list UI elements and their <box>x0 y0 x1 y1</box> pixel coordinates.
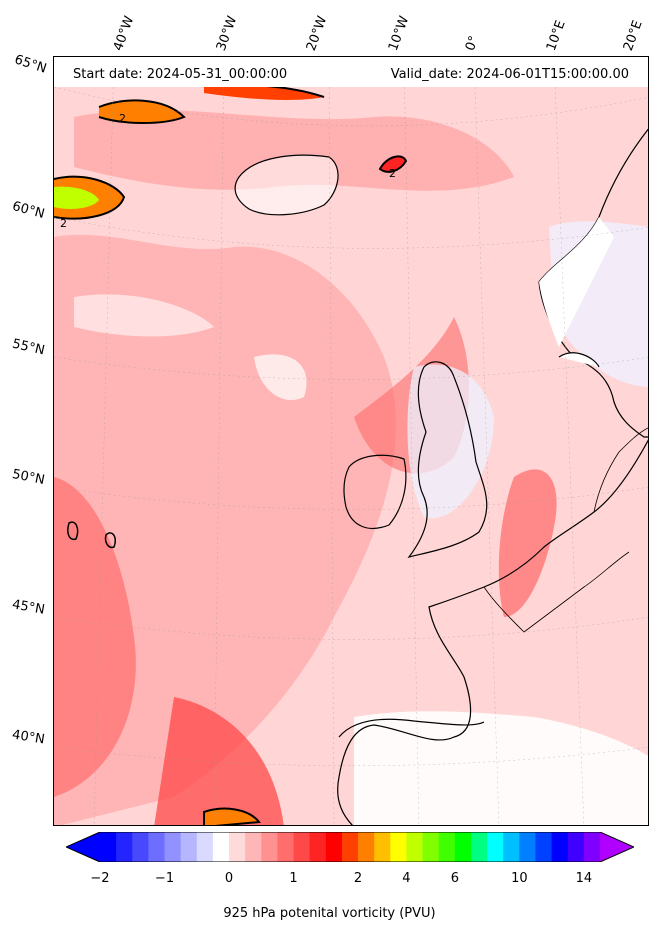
denmark-border <box>593 427 648 513</box>
colorbar-segment <box>487 832 504 862</box>
colorbar-segment <box>277 832 295 862</box>
low-pv-patch <box>254 354 307 401</box>
colorbar-segment <box>470 832 488 862</box>
colorbar-segment <box>567 832 585 862</box>
colorbar-segment <box>422 832 440 862</box>
colorbar-segment <box>229 832 246 862</box>
country-borders <box>483 551 630 633</box>
colorbar-segment <box>374 832 391 862</box>
lon-label: 10°E <box>543 18 569 53</box>
colorbar-segment <box>438 832 456 862</box>
start-date-label: Start date: 2024-05-31_00:00:00 <box>73 67 288 82</box>
colorbar-segments <box>100 832 601 862</box>
contour-south <box>203 807 261 825</box>
contour-small-2 <box>67 521 79 541</box>
colorbar-title: 925 hPa potenital vorticity (PVU) <box>223 906 436 921</box>
lon-label: 20°E <box>620 18 646 53</box>
colorbar <box>66 832 634 862</box>
lon-label: 10°W <box>385 14 413 53</box>
contour-label: 2 <box>119 112 126 125</box>
date-header: Start date: 2024-05-31_00:00:00 Valid_da… <box>54 57 648 87</box>
ireland-coastline <box>343 454 407 529</box>
colorbar-segment <box>196 832 214 862</box>
colorbar-segment <box>406 832 424 862</box>
contour-label: 2 <box>60 217 67 230</box>
contour-iceland-east <box>378 155 408 173</box>
pv-field-map: 2 2 2 <box>54 57 648 825</box>
colorbar-tick-label: 1 <box>289 871 298 886</box>
graticule <box>54 57 648 825</box>
colorbar-segment <box>100 832 117 862</box>
colorbar-segment <box>390 832 407 862</box>
colorbar-left-extend <box>66 832 100 862</box>
pv-region-southwest <box>54 477 136 797</box>
colorbar-segment <box>341 832 359 862</box>
lat-label: 45°N <box>10 597 46 618</box>
iceland-coastline <box>234 154 339 216</box>
colorbar-tick-label: −1 <box>154 871 175 886</box>
lat-label: 40°N <box>11 727 46 748</box>
valid-date-label: Valid_date: 2024-06-01T15:00:00.00 <box>390 67 629 82</box>
contour-label: 2 <box>389 167 396 180</box>
colorbar-segment <box>309 832 327 862</box>
contour-west <box>54 175 126 220</box>
iberia-north-coast <box>338 718 485 738</box>
colorbar-tick-label: −2 <box>90 871 110 886</box>
lon-label: 20°W <box>303 14 331 53</box>
colorbar-segment <box>245 832 262 862</box>
pv-max-north <box>99 100 184 123</box>
pv-region-north <box>74 109 514 191</box>
colorbar-tick-label: 10 <box>511 871 528 886</box>
lat-label: 65°N <box>12 52 49 77</box>
lon-label: 40°W <box>110 14 138 53</box>
colorbar-segment <box>164 832 182 862</box>
map-panel: 2 2 2 Start date: 2024-05-31_00:00:00 Va… <box>53 56 649 826</box>
colorbar-segment <box>551 832 569 862</box>
colorbar-tick-label: 4 <box>402 871 411 886</box>
pv-region-west <box>54 234 396 825</box>
colorbar-segment <box>132 832 149 862</box>
lat-label: 60°N <box>10 199 47 222</box>
pv-region-south <box>154 697 284 825</box>
pv-max-west-core <box>54 186 99 209</box>
colorbar-segment <box>454 832 472 862</box>
contour-small-1 <box>104 532 117 549</box>
colorbar-segment <box>116 832 133 862</box>
colorbar-segment <box>503 832 520 862</box>
low-pv-patch-west <box>74 294 214 337</box>
colorbar-segment <box>293 832 311 862</box>
low-pv-britain <box>407 364 494 519</box>
colorbar-segment <box>212 832 230 862</box>
colorbar-segment <box>261 832 278 862</box>
europe-coastline <box>337 439 648 825</box>
great-britain-coastline <box>407 361 488 558</box>
colorbar-tick-label: 6 <box>450 871 459 886</box>
colorbar-segment <box>583 832 601 862</box>
colorbar-segment <box>325 832 343 862</box>
colorbar-tick-label: 14 <box>575 871 593 886</box>
colorbar-segment <box>358 832 375 862</box>
pv-max-top <box>204 84 324 100</box>
colorbar-right-extend <box>600 832 634 862</box>
colorbar-segment <box>180 832 198 862</box>
colorbar-segment <box>519 832 536 862</box>
colorbar-segment <box>535 832 553 862</box>
colorbar-tick-label: 0 <box>224 871 234 886</box>
low-pv-iberia <box>354 711 648 825</box>
lon-label: 30°W <box>213 14 241 53</box>
colorbar-segment <box>148 832 166 862</box>
norway-snow <box>539 217 614 347</box>
colorbar-tick-label: 2 <box>353 871 363 886</box>
lat-label: 55°N <box>10 336 47 359</box>
pv-band-north-sea <box>498 469 557 617</box>
lat-label: 50°N <box>10 467 46 488</box>
lon-label: 0° <box>462 33 483 53</box>
contour-north <box>98 99 186 124</box>
